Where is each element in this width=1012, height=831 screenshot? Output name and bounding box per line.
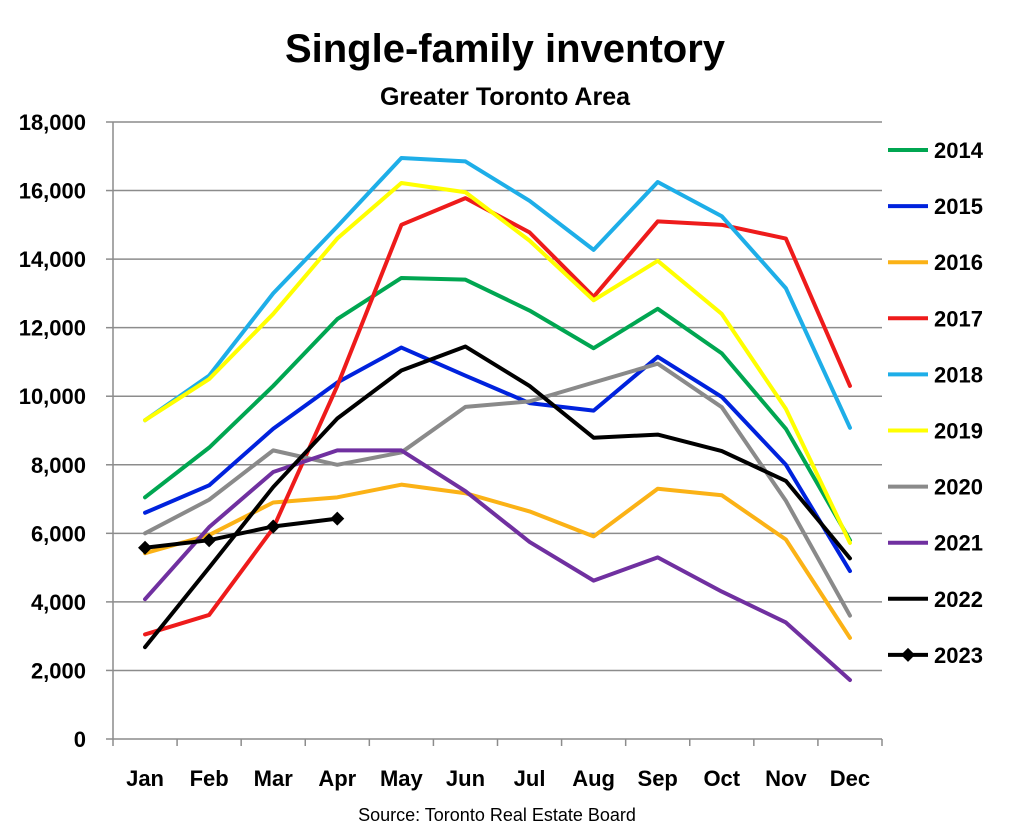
y-tick-label: 14,000 bbox=[19, 247, 86, 272]
x-tick-label: Nov bbox=[765, 766, 807, 791]
series-line-2014 bbox=[143, 275, 852, 543]
data-series bbox=[138, 155, 852, 683]
x-tick-label: Jan bbox=[126, 766, 164, 791]
x-tick-label: Feb bbox=[190, 766, 229, 791]
y-tick-label: 16,000 bbox=[19, 179, 86, 204]
series-line-2022 bbox=[143, 344, 852, 650]
series-line-2019 bbox=[143, 181, 852, 545]
legend-label-2015: 2015 bbox=[934, 194, 983, 219]
series-line-2018 bbox=[143, 155, 852, 430]
y-tick-label: 4,000 bbox=[31, 590, 86, 615]
legend-label-2022: 2022 bbox=[934, 587, 983, 612]
y-axis-tick-labels: 0 2,000 4,000 6,000 8,000 10,000 12,000 14,000 1… bbox=[19, 110, 86, 752]
x-tick-label: Oct bbox=[703, 766, 740, 791]
y-tick-label: 6,000 bbox=[31, 521, 86, 546]
series-line-2020 bbox=[143, 361, 852, 618]
legend-label-2023: 2023 bbox=[934, 643, 983, 668]
data-point-2023 bbox=[138, 540, 153, 555]
data-point-2023 bbox=[202, 533, 217, 548]
axes bbox=[106, 121, 883, 746]
x-tick-label: May bbox=[380, 766, 424, 791]
y-tick-label: 2,000 bbox=[31, 658, 86, 683]
legend-label-2016: 2016 bbox=[934, 250, 983, 275]
legend-label-2018: 2018 bbox=[934, 362, 983, 387]
series-line-2016 bbox=[143, 482, 852, 640]
y-tick-label: 12,000 bbox=[19, 316, 86, 341]
data-point-2023 bbox=[266, 519, 281, 534]
x-tick-label: Sep bbox=[638, 766, 678, 791]
legend: 2014 2015 2016 2017 2018 2019 2020 2021 2022 2023 bbox=[888, 138, 984, 668]
series-line-2023 bbox=[143, 516, 340, 550]
y-tick-label: 10,000 bbox=[19, 384, 86, 409]
legend-label-2021: 2021 bbox=[934, 531, 983, 556]
chart-source: Source: Toronto Real Estate Board bbox=[358, 805, 636, 825]
series-line-2017 bbox=[143, 196, 852, 637]
x-tick-label: Aug bbox=[572, 766, 615, 791]
y-tick-label: 8,000 bbox=[31, 453, 86, 478]
x-tick-label: Dec bbox=[830, 766, 870, 791]
y-tick-label: 18,000 bbox=[19, 110, 86, 135]
series-line-2015 bbox=[143, 345, 852, 574]
legend-marker-2023 bbox=[901, 647, 915, 662]
legend-label-2020: 2020 bbox=[934, 475, 983, 500]
legend-label-2019: 2019 bbox=[934, 419, 983, 444]
chart-title: Single-family inventory bbox=[285, 27, 726, 71]
x-tick-label: Jul bbox=[514, 766, 546, 791]
series-line-2021 bbox=[143, 448, 852, 683]
legend-label-2014: 2014 bbox=[934, 138, 984, 163]
x-tick-label: Mar bbox=[254, 766, 294, 791]
data-point-2023 bbox=[330, 511, 345, 526]
legend-label-2017: 2017 bbox=[934, 306, 983, 331]
x-tick-label: Apr bbox=[318, 766, 356, 791]
y-tick-label: 0 bbox=[74, 727, 86, 752]
x-tick-label: Jun bbox=[446, 766, 485, 791]
chart-subtitle: Greater Toronto Area bbox=[380, 83, 631, 111]
x-axis-tick-labels: Jan Feb Mar Apr May Jun Jul Aug Sep Oct Nov Dec bbox=[126, 766, 870, 791]
